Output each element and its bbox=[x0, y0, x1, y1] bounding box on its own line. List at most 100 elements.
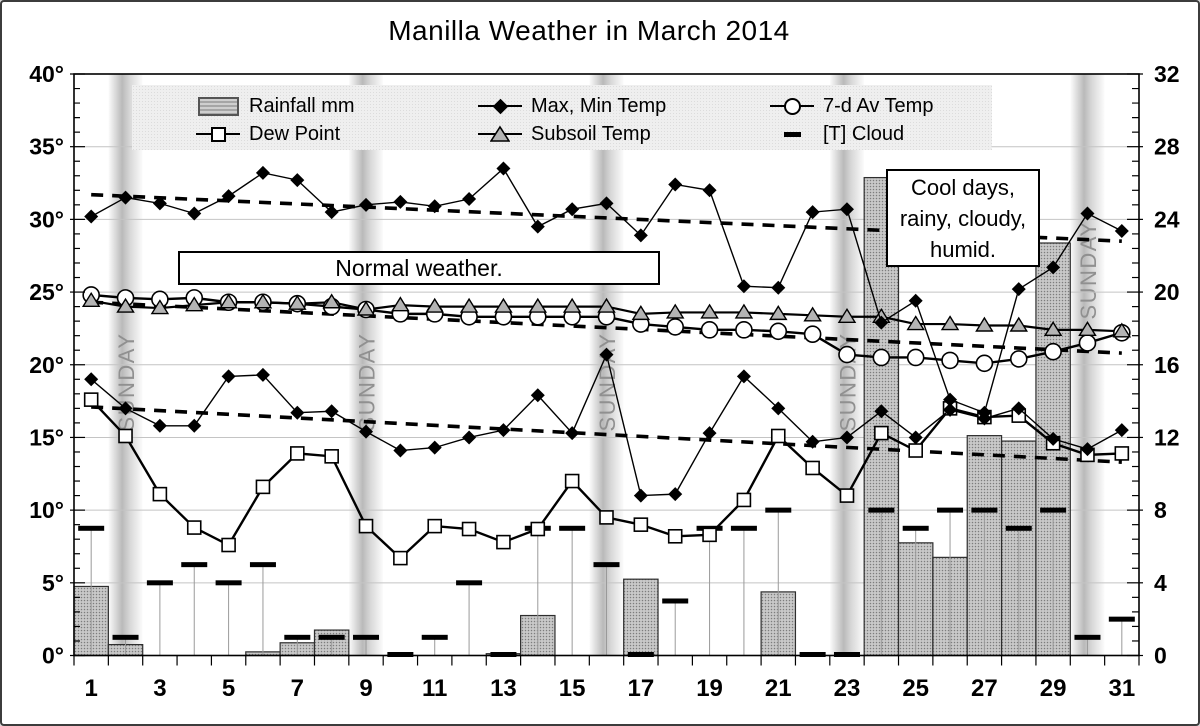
legend-item-cloud: [T] Cloud bbox=[770, 123, 904, 145]
cloud-dash bbox=[78, 525, 105, 531]
left-axis-label: 5° bbox=[42, 570, 64, 596]
subsoil-temp-marker bbox=[734, 303, 754, 319]
cloud-dash bbox=[833, 652, 860, 657]
left-axis-label: 35° bbox=[29, 134, 64, 160]
max-temp-marker bbox=[359, 197, 374, 212]
sunday-label: SUNDAY bbox=[1076, 220, 1101, 319]
annotation-cool-days: Cool days, rainy, cloudy, humid. bbox=[886, 169, 1040, 267]
cloud-dash bbox=[971, 507, 998, 513]
subsoil-temp-marker bbox=[1112, 322, 1132, 338]
max-temp-marker bbox=[1011, 282, 1026, 297]
max-temp-marker bbox=[1114, 224, 1129, 239]
left-axis-label: 20° bbox=[29, 352, 64, 378]
triangle-marker-icon bbox=[478, 125, 522, 143]
circle-marker-icon bbox=[770, 97, 814, 115]
min-temp-marker bbox=[599, 347, 614, 362]
subsoil-temp-marker bbox=[1078, 321, 1097, 337]
dew-point-marker bbox=[290, 446, 305, 461]
cloud-dash bbox=[730, 525, 757, 531]
dew-point-marker bbox=[702, 527, 717, 543]
cloud-dash bbox=[215, 580, 242, 586]
avg7-temp-marker bbox=[666, 318, 685, 336]
avg7-temp-marker bbox=[941, 351, 959, 370]
avg7-temp-marker bbox=[906, 348, 925, 367]
square-marker-icon bbox=[196, 125, 240, 143]
right-axis-label: 12 bbox=[1154, 424, 1180, 450]
cloud-dash bbox=[387, 652, 414, 657]
legend-label: 7-d Av Temp bbox=[823, 94, 934, 117]
cloud-dash bbox=[1040, 507, 1067, 513]
dew-point-marker bbox=[633, 517, 649, 532]
annotation-line: rainy, cloudy, bbox=[899, 205, 1027, 231]
min-temp-marker bbox=[324, 404, 339, 419]
dew-point-marker bbox=[186, 520, 202, 535]
cloud-dash bbox=[490, 652, 517, 657]
right-axis-label: 4 bbox=[1154, 570, 1167, 596]
max-temp-marker bbox=[736, 279, 751, 294]
x-axis-label: 19 bbox=[696, 675, 723, 702]
avg7-temp-marker bbox=[803, 325, 822, 344]
cloud-dash bbox=[318, 634, 345, 640]
x-axis-label: 7 bbox=[291, 675, 304, 702]
subsoil-temp-marker bbox=[528, 297, 548, 313]
sunday-label: SUNDAY bbox=[114, 332, 139, 431]
min-temp-marker bbox=[1046, 431, 1061, 446]
dew-point-marker bbox=[564, 473, 580, 489]
min-temp-marker bbox=[805, 434, 820, 449]
cloud-dash bbox=[662, 598, 689, 604]
dew-point-marker bbox=[874, 425, 889, 441]
subsoil-temp-marker bbox=[81, 291, 101, 307]
left-axis-label: 30° bbox=[29, 206, 64, 232]
dew-point-marker bbox=[599, 510, 614, 525]
min-temp-marker bbox=[839, 430, 854, 445]
max-temp-marker bbox=[187, 206, 202, 221]
legend-item-subsoil-temp: Subsoil Temp bbox=[478, 123, 651, 145]
x-axis-label: 21 bbox=[765, 675, 792, 702]
subsoil-temp-marker bbox=[219, 293, 238, 309]
cloud-dash bbox=[593, 562, 620, 568]
subsoil-temp-marker bbox=[631, 305, 651, 321]
legend-label: Dew Point bbox=[249, 122, 341, 145]
x-axis-label: 13 bbox=[490, 675, 517, 702]
avg7-temp-marker bbox=[735, 321, 753, 339]
max-temp-marker bbox=[462, 192, 477, 207]
max-temp-marker bbox=[118, 190, 133, 205]
max-temp-marker bbox=[943, 392, 958, 407]
trend-max-temp-normal bbox=[91, 192, 1122, 243]
subsoil-temp-marker bbox=[116, 297, 135, 313]
legend-item-max-min-temp: Max, Min Temp bbox=[478, 95, 666, 117]
min-temp-marker bbox=[633, 488, 648, 503]
dew-point-marker bbox=[427, 518, 443, 534]
cloud-dash bbox=[799, 652, 826, 657]
chart-title: Manilla Weather in March 2014 bbox=[388, 15, 790, 46]
dew-point-marker bbox=[461, 521, 477, 537]
avg7-temp-marker bbox=[975, 354, 994, 373]
sunday-label: SUNDAY bbox=[595, 332, 620, 431]
left-axis-label: 40° bbox=[29, 61, 64, 87]
right-axis-label: 0 bbox=[1154, 643, 1167, 669]
dew-point-marker bbox=[805, 460, 820, 476]
cloud-dash bbox=[112, 634, 139, 640]
subsoil-temp-marker bbox=[1009, 316, 1029, 332]
x-axis-label: 29 bbox=[1040, 675, 1067, 702]
cloud-dash bbox=[559, 525, 586, 531]
legend-label: Subsoil Temp bbox=[531, 122, 651, 145]
max-temp-marker bbox=[290, 173, 305, 188]
subsoil-temp-marker bbox=[837, 307, 857, 323]
right-axis-label: 24 bbox=[1154, 206, 1180, 232]
cloud-dash bbox=[284, 634, 311, 640]
min-temp-marker bbox=[1114, 423, 1129, 438]
max-temp-marker bbox=[668, 177, 683, 192]
subsoil-temp-marker bbox=[803, 306, 822, 322]
min-temp-marker bbox=[1080, 442, 1095, 457]
annotation-line: Cool days, bbox=[911, 174, 1015, 200]
min-temp-marker bbox=[221, 369, 236, 384]
min-temp-marker bbox=[702, 426, 717, 441]
cloud-dash bbox=[868, 507, 895, 513]
max-temp-marker bbox=[427, 199, 442, 214]
subsoil-temp-marker bbox=[459, 297, 479, 313]
dew-point-marker bbox=[324, 449, 339, 464]
subsoil-temp-marker bbox=[356, 300, 376, 316]
legend-label: Max, Min Temp bbox=[531, 94, 667, 117]
